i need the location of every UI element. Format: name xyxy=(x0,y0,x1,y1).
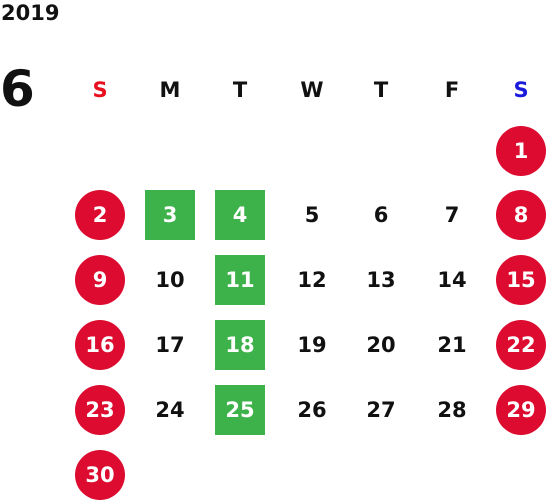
weekday-header-saturday: S xyxy=(513,78,529,102)
day-cell-24[interactable]: 24 xyxy=(155,398,185,422)
day-cell-23[interactable]: 23 xyxy=(75,385,125,435)
day-cell-25[interactable]: 25 xyxy=(215,385,265,435)
day-cell-3[interactable]: 3 xyxy=(145,190,195,240)
day-cell-30[interactable]: 30 xyxy=(75,450,125,500)
day-cell-6[interactable]: 6 xyxy=(373,203,389,227)
day-cell-4[interactable]: 4 xyxy=(215,190,265,240)
day-cell-5[interactable]: 5 xyxy=(304,203,320,227)
day-cell-28[interactable]: 28 xyxy=(437,398,467,422)
weekday-header-thursday: T xyxy=(373,78,389,102)
weekday-header-friday: F xyxy=(444,78,460,102)
day-cell-2[interactable]: 2 xyxy=(75,190,125,240)
day-cell-7[interactable]: 7 xyxy=(444,203,460,227)
weekday-header-tuesday: T xyxy=(232,78,248,102)
weekday-header-sunday: S xyxy=(92,78,108,102)
day-cell-27[interactable]: 27 xyxy=(366,398,396,422)
day-cell-1[interactable]: 1 xyxy=(496,126,546,176)
day-cell-15[interactable]: 15 xyxy=(496,255,546,305)
day-cell-10[interactable]: 10 xyxy=(155,268,185,292)
day-cell-26[interactable]: 26 xyxy=(297,398,327,422)
day-cell-18[interactable]: 18 xyxy=(215,320,265,370)
month-number: 6 xyxy=(0,60,35,118)
day-cell-22[interactable]: 22 xyxy=(496,320,546,370)
day-cell-20[interactable]: 20 xyxy=(366,333,396,357)
day-cell-11[interactable]: 11 xyxy=(215,255,265,305)
day-cell-16[interactable]: 16 xyxy=(75,320,125,370)
day-cell-12[interactable]: 12 xyxy=(297,268,327,292)
day-cell-13[interactable]: 13 xyxy=(366,268,396,292)
weekday-header-monday: M xyxy=(159,78,181,102)
day-cell-9[interactable]: 9 xyxy=(75,255,125,305)
day-cell-29[interactable]: 29 xyxy=(496,385,546,435)
day-cell-21[interactable]: 21 xyxy=(437,333,467,357)
weekday-header-wednesday: W xyxy=(300,78,324,102)
day-cell-17[interactable]: 17 xyxy=(155,333,185,357)
day-cell-8[interactable]: 8 xyxy=(496,190,546,240)
day-cell-19[interactable]: 19 xyxy=(297,333,327,357)
day-cell-14[interactable]: 14 xyxy=(437,268,467,292)
year-label: 2019 xyxy=(1,1,60,25)
